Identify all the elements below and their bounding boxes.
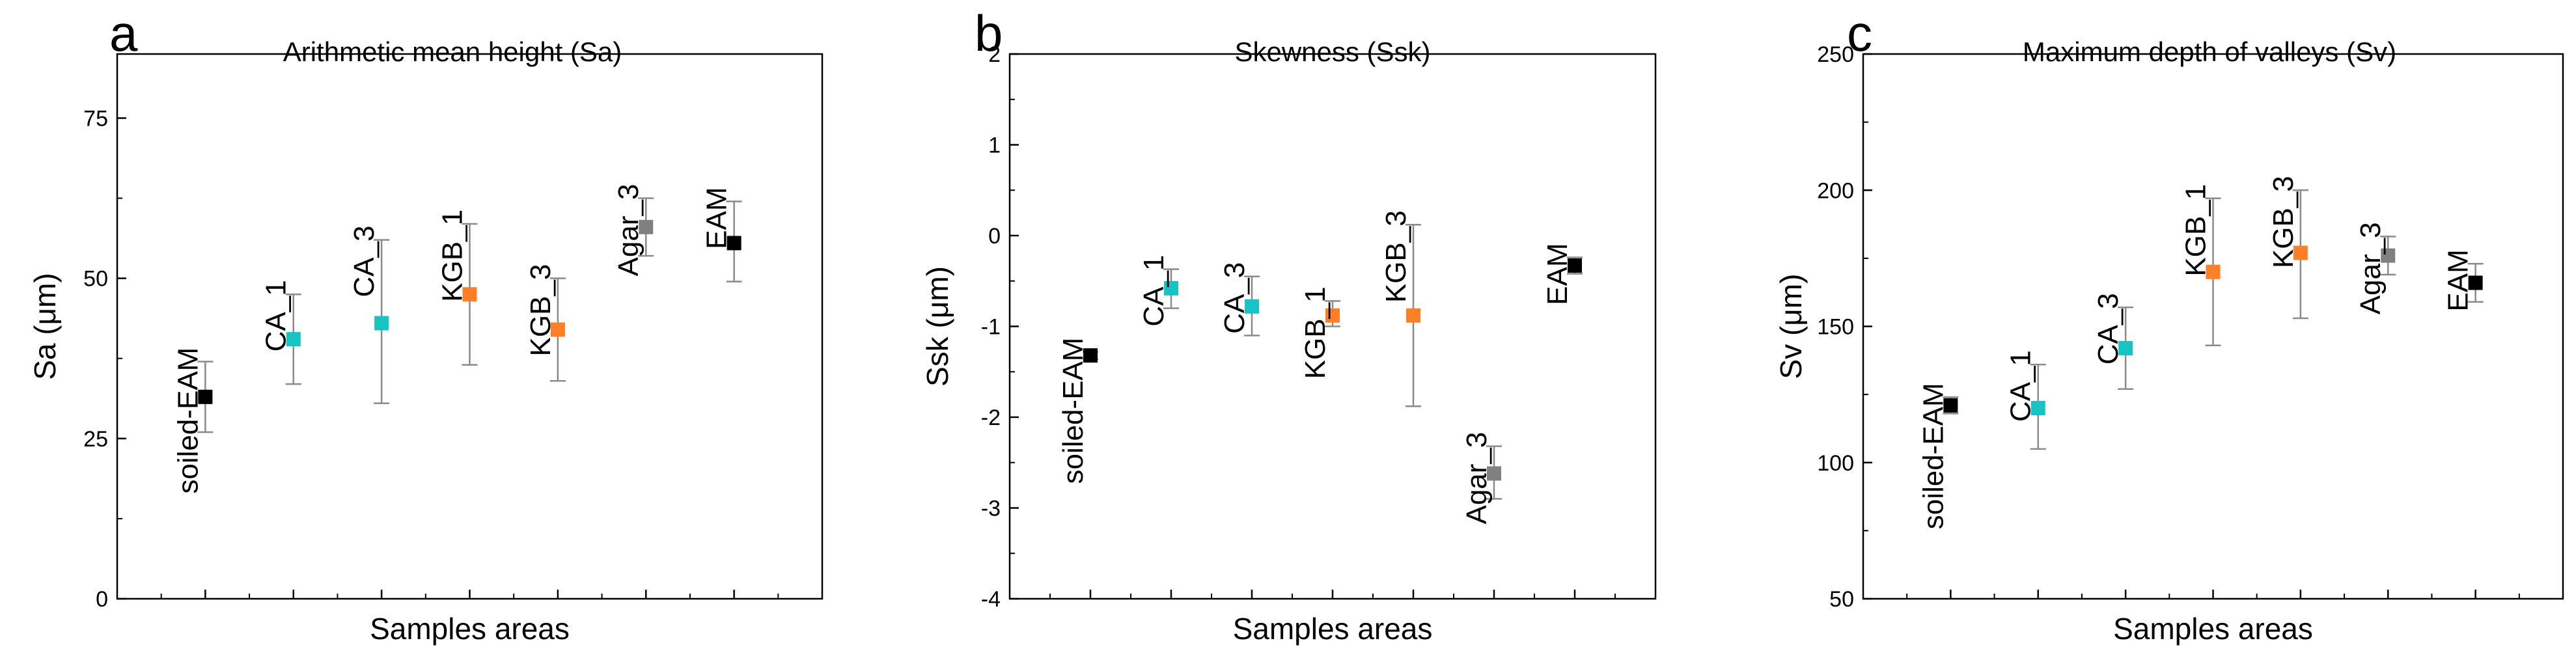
x-axis-label: Samples areas [2113, 612, 2313, 646]
data-point-group-ca_3: CA_3 [1219, 262, 1260, 336]
y-tick-label: 100 [1817, 451, 1854, 476]
data-point [2468, 275, 2483, 290]
data-point [2030, 401, 2045, 416]
data-point [727, 236, 741, 251]
data-label: Agar_3 [613, 184, 644, 277]
data-label: KGB_1 [2180, 184, 2212, 277]
data-label: EAM [2443, 249, 2474, 311]
y-tick-label: -2 [981, 405, 1001, 430]
data-point [1568, 258, 1582, 273]
data-label: KGB_1 [437, 210, 469, 302]
data-label: CA_3 [2092, 293, 2124, 364]
data-point-group-soiled-eam: soiled-EAM [1057, 338, 1098, 484]
data-label: CA_1 [1138, 255, 1170, 327]
panel-letter: b [975, 5, 1003, 62]
y-axis-label: Sv (μm) [1774, 274, 1808, 379]
data-label: KGB_3 [2267, 176, 2299, 268]
data-point [2381, 248, 2396, 263]
data-point-group-ca_1: CA_1 [1138, 255, 1179, 327]
chart-title: Arithmetic mean height (Sa) [283, 36, 622, 67]
data-point [2206, 264, 2221, 279]
y-tick-label: 0 [96, 587, 108, 612]
data-label: soiled-EAM [1057, 338, 1089, 484]
y-axis-label: Sa (μm) [28, 273, 62, 380]
data-label: CA_3 [348, 226, 380, 297]
data-point [1487, 466, 1501, 481]
y-tick-label: 25 [83, 427, 108, 452]
x-axis-label: Samples areas [370, 612, 570, 646]
y-tick-label: 250 [1817, 42, 1854, 67]
y-tick-label: 50 [83, 267, 108, 292]
x-axis-label: Samples areas [1233, 612, 1433, 646]
data-point [1325, 308, 1340, 323]
data-point [2118, 340, 2133, 355]
data-point-group-ca_3: CA_3 [348, 226, 390, 404]
data-point-group-eam: EAM [1542, 243, 1583, 305]
y-tick-label: 2 [988, 42, 1001, 67]
chart-panel-a: a Arithmetic mean height (Sa) 0 25 50 75 Sampl… [28, 5, 824, 646]
data-point [1083, 348, 1098, 363]
data-point-group-ca_3: CA_3 [2092, 293, 2134, 390]
y-tick-label: 1 [988, 133, 1001, 158]
data-point-group-ca_1: CA_1 [2005, 350, 2046, 450]
data-label: Agar_3 [2355, 222, 2387, 314]
panel-letter: c [1847, 5, 1872, 62]
data-label: CA_1 [2005, 350, 2037, 422]
data-point-group-eam: EAM [2443, 249, 2484, 312]
data-point-group-agar_3: Agar_3 [2355, 222, 2396, 314]
data-label: KGB_3 [525, 264, 557, 357]
data-point [1164, 281, 1178, 295]
y-tick-label: 75 [83, 106, 108, 131]
data-point [550, 322, 565, 337]
data-point-group-ca_1: CA_1 [260, 280, 301, 385]
data-point [2293, 245, 2308, 260]
y-tick-label: 0 [988, 224, 1001, 249]
data-point-group-kgb_1: KGB_1 [437, 210, 478, 366]
data-point [462, 287, 477, 302]
data-label: EAM [701, 187, 733, 249]
chart-panel-b: b Skewness (Ssk) -4 -3 -2 -1 0 1 2 Samples areas S… [921, 5, 1657, 646]
data-point-group-kgb_3: KGB_3 [2267, 176, 2308, 320]
data-point [1943, 398, 1958, 413]
data-point-group-soiled-eam: soiled-EAM [172, 348, 214, 494]
y-tick-label: -4 [981, 587, 1001, 612]
chart-title: Skewness (Ssk) [1234, 36, 1430, 67]
data-label: Agar_3 [1461, 432, 1493, 525]
data-label: CA_1 [260, 280, 292, 351]
y-tick-label: 150 [1817, 315, 1854, 340]
y-axis-label: Ssk (μm) [921, 266, 954, 387]
data-label: CA_3 [1219, 262, 1251, 334]
data-point-group-eam: EAM [701, 187, 742, 282]
y-tick-label: 200 [1817, 178, 1854, 203]
data-label: soiled-EAM [172, 348, 204, 494]
data-point-group-kgb_1: KGB_1 [1299, 286, 1340, 379]
data-point-group-soiled-eam: soiled-EAM [1917, 383, 1959, 529]
y-tick-label: 50 [1829, 587, 1854, 612]
data-label: soiled-EAM [1917, 383, 1949, 529]
y-tick-label: -1 [981, 315, 1001, 340]
data-point [286, 332, 301, 347]
data-label: KGB_1 [1299, 286, 1331, 379]
data-point-group-agar_3: Agar_3 [1461, 432, 1502, 525]
data-point-group-kgb_3: KGB_3 [1380, 210, 1421, 407]
data-label: EAM [1542, 243, 1573, 305]
data-point-group-agar_3: Agar_3 [613, 184, 654, 277]
data-point-group-kgb_1: KGB_1 [2180, 184, 2221, 347]
data-point [198, 389, 213, 404]
chart-title: Maximum depth of valleys (Sv) [2023, 36, 2396, 67]
data-point [1406, 308, 1420, 323]
data-label: KGB_3 [1380, 210, 1412, 303]
panel-letter: a [109, 5, 138, 62]
y-tick-label: -3 [981, 497, 1001, 521]
data-point-group-kgb_3: KGB_3 [525, 264, 566, 382]
data-point [1245, 299, 1259, 314]
data-point [374, 316, 389, 331]
data-point [639, 219, 654, 234]
chart-panel-c: c Maximum depth of valleys (Sv) 50 100 150 20… [1774, 5, 2564, 646]
